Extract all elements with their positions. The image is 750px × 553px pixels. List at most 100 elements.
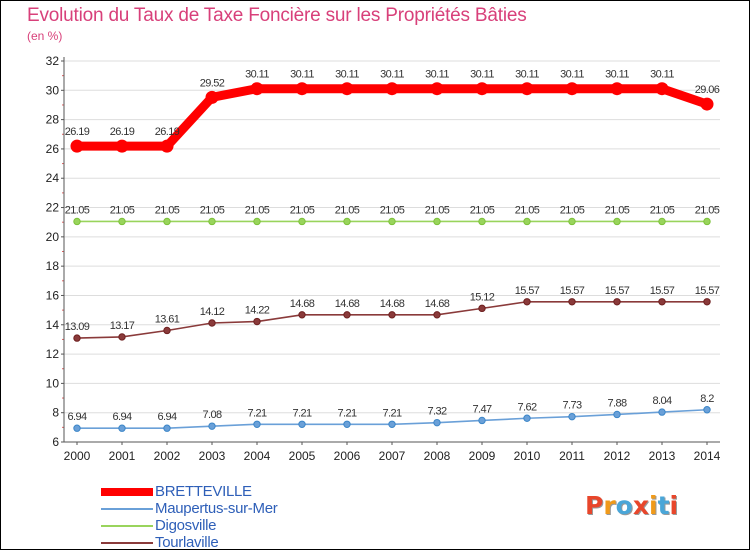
data-point-digosville-2008 bbox=[433, 217, 441, 226]
data-point-tourlaville-2007 bbox=[388, 311, 396, 319]
y-tick-label-12: 12 bbox=[46, 347, 60, 361]
data-label-maupertus-sur-mer-2014: 8.2 bbox=[700, 393, 714, 405]
data-label-maupertus-sur-mer-2001: 6.94 bbox=[112, 411, 131, 423]
data-point-tourlaville-2012 bbox=[613, 298, 621, 306]
data-point-tourlaville-2011 bbox=[568, 298, 576, 306]
data-point-bretteville-2011 bbox=[565, 82, 579, 96]
data-label-digosville-2013: 21.05 bbox=[650, 204, 675, 216]
data-label-tourlaville-2000: 13.09 bbox=[65, 321, 90, 333]
data-label-bretteville-2014: 29.06 bbox=[695, 84, 720, 96]
data-point-tourlaville-2002 bbox=[163, 326, 171, 335]
data-point-tourlaville-2004 bbox=[253, 317, 261, 326]
data-label-tourlaville-2001: 13.17 bbox=[110, 320, 135, 332]
y-tick-label-30: 30 bbox=[46, 83, 60, 97]
data-label-digosville-2014: 21.05 bbox=[695, 204, 720, 216]
data-label-digosville-2006: 21.05 bbox=[335, 204, 360, 216]
data-point-digosville-2010 bbox=[523, 217, 531, 226]
data-point-tourlaville-2010 bbox=[523, 298, 531, 306]
data-label-tourlaville-2014: 15.57 bbox=[695, 285, 720, 297]
data-point-tourlaville-2009 bbox=[478, 304, 486, 313]
data-label-digosville-2011: 21.05 bbox=[560, 204, 585, 216]
data-point-maupertus-sur-mer-2008 bbox=[433, 418, 441, 427]
y-tick-label-14: 14 bbox=[46, 318, 60, 332]
data-label-digosville-2002: 21.05 bbox=[155, 204, 180, 216]
y-tick-label-6: 6 bbox=[52, 435, 59, 449]
data-label-bretteville-2012: 30.11 bbox=[605, 69, 629, 81]
data-label-maupertus-sur-mer-2010: 7.62 bbox=[517, 401, 536, 413]
data-point-maupertus-sur-mer-2002 bbox=[163, 424, 171, 432]
unit-label: (en %) bbox=[27, 29, 63, 43]
data-label-maupertus-sur-mer-2009: 7.47 bbox=[472, 403, 491, 415]
legend-label-maupertus: Maupertus-sur-Mer bbox=[155, 500, 278, 517]
data-point-digosville-2013 bbox=[658, 217, 666, 226]
data-point-maupertus-sur-mer-2014 bbox=[703, 406, 711, 414]
y-tick-label-16: 16 bbox=[46, 288, 60, 302]
data-label-tourlaville-2009: 15.12 bbox=[470, 291, 495, 303]
data-point-digosville-2004 bbox=[253, 217, 261, 226]
data-label-maupertus-sur-mer-2004: 7.21 bbox=[247, 407, 266, 419]
data-label-digosville-2001: 21.05 bbox=[110, 204, 135, 216]
y-tick-label-10: 10 bbox=[46, 376, 60, 390]
x-tick-label-2012: 2012 bbox=[604, 449, 631, 463]
data-labels: 6.94 6.94 6.94 7.08 7.21 7.21 7.21 7.21 7.32 7.47… bbox=[65, 69, 721, 424]
legend-swatch-digosville bbox=[101, 525, 153, 527]
data-point-tourlaville-2006 bbox=[343, 311, 351, 319]
x-tick-label-2011: 2011 bbox=[559, 449, 585, 463]
data-label-bretteville-2010: 30.11 bbox=[515, 69, 539, 81]
series-bretteville bbox=[70, 82, 714, 153]
data-point-maupertus-sur-mer-2013 bbox=[658, 408, 666, 416]
logo-letter: P bbox=[585, 491, 604, 520]
legend-swatch-bretteville bbox=[101, 488, 153, 496]
y-tick-label-20: 20 bbox=[46, 230, 60, 244]
data-label-digosville-2009: 21.05 bbox=[470, 204, 495, 216]
data-label-tourlaville-2002: 13.61 bbox=[155, 313, 180, 325]
proxiti-logo: Proxiti bbox=[585, 491, 678, 520]
x-tick-label-2002: 2002 bbox=[154, 449, 181, 463]
logo-letter: x bbox=[632, 491, 649, 520]
data-point-bretteville-2000 bbox=[70, 139, 84, 153]
data-label-bretteville-2007: 30.11 bbox=[380, 69, 404, 81]
data-label-bretteville-2002: 26.19 bbox=[155, 126, 180, 138]
data-point-maupertus-sur-mer-2007 bbox=[388, 420, 396, 428]
data-label-bretteville-2001: 26.19 bbox=[110, 126, 135, 138]
data-point-maupertus-sur-mer-2004 bbox=[253, 420, 261, 428]
data-label-tourlaville-2013: 15.57 bbox=[650, 285, 675, 297]
y-tick-label-18: 18 bbox=[46, 259, 60, 273]
series-maupertus-sur-mer bbox=[73, 406, 711, 432]
y-tick-label-22: 22 bbox=[46, 201, 60, 215]
data-label-digosville-2004: 21.05 bbox=[245, 204, 270, 216]
data-label-bretteville-2011: 30.11 bbox=[560, 69, 584, 81]
data-label-digosville-2012: 21.05 bbox=[605, 204, 630, 216]
data-point-maupertus-sur-mer-2000 bbox=[73, 424, 81, 432]
data-point-bretteville-2013 bbox=[655, 82, 669, 96]
data-point-digosville-2005 bbox=[298, 217, 306, 226]
x-tick-label-2010: 2010 bbox=[514, 449, 541, 463]
data-point-bretteville-2003 bbox=[205, 90, 219, 104]
y-tick-label-24: 24 bbox=[46, 171, 60, 185]
data-point-digosville-2012 bbox=[613, 217, 621, 226]
data-label-bretteville-2008: 30.11 bbox=[425, 69, 449, 81]
data-label-tourlaville-2006: 14.68 bbox=[335, 298, 360, 310]
data-point-digosville-2002 bbox=[163, 217, 171, 226]
data-point-tourlaville-2000 bbox=[73, 334, 81, 342]
data-point-maupertus-sur-mer-2010 bbox=[523, 414, 531, 422]
x-tick-label-2005: 2005 bbox=[289, 449, 316, 463]
data-point-tourlaville-2001 bbox=[118, 333, 126, 341]
data-label-tourlaville-2012: 15.57 bbox=[605, 285, 630, 297]
data-point-digosville-2011 bbox=[568, 217, 576, 226]
data-label-tourlaville-2004: 14.22 bbox=[245, 305, 270, 317]
x-tick-label-2001: 2001 bbox=[109, 449, 136, 463]
data-point-maupertus-sur-mer-2006 bbox=[343, 420, 351, 428]
data-point-maupertus-sur-mer-2001 bbox=[118, 424, 126, 432]
data-label-digosville-2000: 21.05 bbox=[65, 204, 90, 216]
data-point-tourlaville-2003 bbox=[208, 319, 216, 327]
grid-lines bbox=[64, 60, 720, 443]
data-label-maupertus-sur-mer-2000: 6.94 bbox=[67, 411, 86, 423]
series-digosville bbox=[73, 217, 711, 226]
data-point-bretteville-2012 bbox=[610, 82, 624, 96]
data-point-maupertus-sur-mer-2009 bbox=[478, 416, 486, 425]
data-point-digosville-2009 bbox=[478, 217, 486, 226]
x-tick-label-2006: 2006 bbox=[334, 449, 361, 463]
data-point-bretteville-2005 bbox=[295, 82, 309, 96]
